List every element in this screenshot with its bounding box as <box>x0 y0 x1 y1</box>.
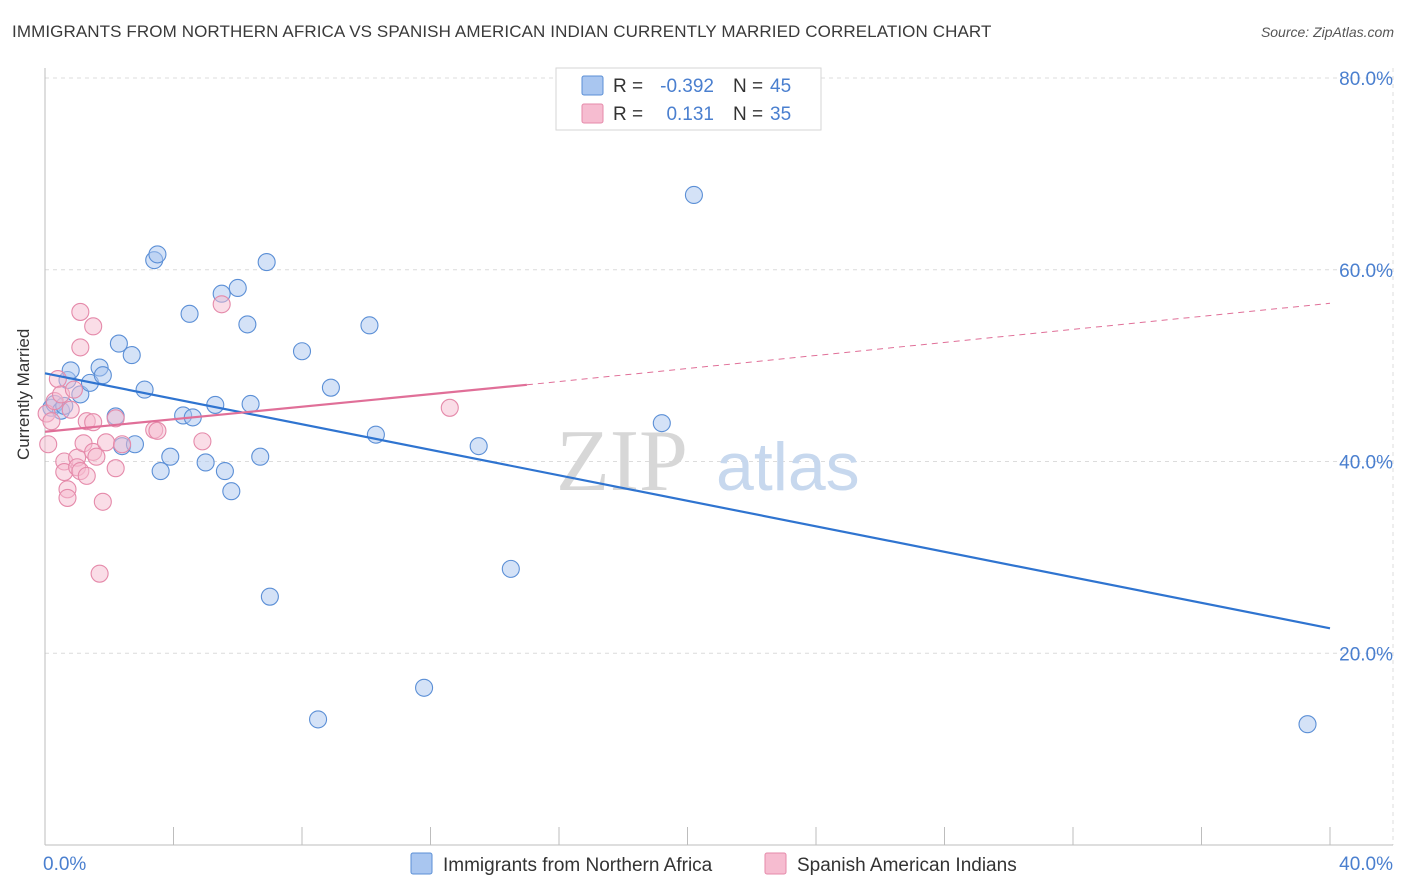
data-point-northern-africa <box>215 462 234 481</box>
data-point-northern-africa <box>309 710 328 729</box>
data-point-spanish-american-indian <box>87 447 106 466</box>
legend-r-label: R = <box>613 104 643 125</box>
data-point-spanish-american-indian <box>96 433 116 452</box>
bottom-legend-label-blue: Immigrants from Northern Africa <box>443 855 713 876</box>
legend-r-value: -0.392 <box>660 76 714 97</box>
data-point-spanish-american-indian <box>42 412 61 431</box>
data-point-northern-africa <box>257 253 276 272</box>
source-label: Source: ZipAtlas.com <box>1260 24 1394 40</box>
data-point-northern-africa <box>151 462 170 481</box>
y-tick-label: 20.0% <box>1339 644 1393 665</box>
data-point-spanish-american-indian <box>106 409 125 428</box>
legend-r-label: R = <box>613 76 643 97</box>
data-point-northern-africa <box>238 315 257 334</box>
data-point-spanish-american-indian <box>90 564 109 583</box>
legend-n-label: N = <box>733 76 763 97</box>
data-point-spanish-american-indian <box>71 302 90 321</box>
data-point-spanish-american-indian <box>148 421 167 440</box>
trend-line-spanish-american-indian <box>44 383 527 433</box>
data-point-northern-africa <box>260 587 279 606</box>
data-point-spanish-american-indian <box>71 338 90 357</box>
data-point-northern-africa <box>652 414 671 433</box>
legend: R = -0.392 N = 45 R = 0.131 N = 35 <box>555 67 822 131</box>
data-point-northern-africa <box>684 185 703 205</box>
watermark: ZIP atlas <box>556 413 860 510</box>
bottom-legend-swatch-blue <box>410 852 433 875</box>
data-point-northern-africa <box>93 366 112 385</box>
data-point-northern-africa <box>415 678 434 697</box>
data-point-spanish-american-indian <box>106 459 125 478</box>
legend-swatch-blue <box>581 75 604 96</box>
data-point-northern-africa <box>109 334 128 353</box>
data-point-spanish-american-indian <box>93 492 112 511</box>
legend-swatch-pink <box>581 103 604 124</box>
data-point-spanish-american-indian <box>64 380 83 399</box>
bottom-legend: Immigrants from Northern Africa Spanish … <box>410 852 1017 876</box>
data-point-spanish-american-indian <box>440 398 459 417</box>
y-tick-label: 80.0% <box>1339 69 1393 90</box>
data-point-northern-africa <box>196 453 215 472</box>
data-point-northern-africa <box>161 447 180 466</box>
trend-line-extrapolated <box>526 302 1331 386</box>
data-point-northern-africa <box>360 316 379 335</box>
data-point-northern-africa <box>469 437 488 456</box>
y-tick-label: 60.0% <box>1339 261 1393 282</box>
data-point-spanish-american-indian <box>58 488 77 507</box>
data-point-spanish-american-indian <box>48 369 67 389</box>
data-point-northern-africa <box>180 304 199 323</box>
legend-n-value: 45 <box>770 76 791 97</box>
data-point-spanish-american-indian <box>39 435 58 454</box>
data-point-spanish-american-indian <box>84 317 103 336</box>
legend-r-value: 0.131 <box>666 104 714 125</box>
y-tick-label: 40.0% <box>1339 453 1393 474</box>
legend-n-label: N = <box>733 104 763 125</box>
data-point-spanish-american-indian <box>212 295 231 314</box>
data-point-northern-africa <box>241 394 260 414</box>
legend-n-value: 35 <box>770 104 791 125</box>
data-points <box>37 185 1317 734</box>
data-point-northern-africa <box>292 342 312 361</box>
data-point-spanish-american-indian <box>77 466 96 485</box>
tick-labels: 20.0% 40.0% 60.0% 80.0% 0.0% 40.0% <box>43 69 1393 875</box>
data-point-spanish-american-indian <box>193 432 212 451</box>
bottom-legend-label-pink: Spanish American Indians <box>797 855 1017 876</box>
x-tick-label: 0.0% <box>43 854 86 875</box>
data-point-northern-africa <box>251 447 270 466</box>
data-point-northern-africa <box>321 378 340 397</box>
data-point-northern-africa <box>222 482 241 501</box>
data-point-northern-africa <box>148 245 167 264</box>
data-point-northern-africa <box>228 278 247 298</box>
x-tick-label: 40.0% <box>1339 854 1393 875</box>
chart-title: IMMIGRANTS FROM NORTHERN AFRICA VS SPANI… <box>12 22 992 41</box>
data-point-spanish-american-indian <box>61 400 80 419</box>
trend-lines <box>44 302 1331 630</box>
data-point-northern-africa <box>135 380 154 399</box>
watermark-atlas: atlas <box>716 429 860 505</box>
data-point-northern-africa <box>501 559 520 578</box>
trend-line-northern-africa <box>44 372 1331 630</box>
bottom-legend-swatch-pink <box>764 852 787 875</box>
axes <box>44 68 1393 846</box>
data-point-northern-africa <box>1298 715 1317 734</box>
data-point-spanish-american-indian <box>113 435 132 454</box>
data-point-northern-africa <box>122 346 141 365</box>
